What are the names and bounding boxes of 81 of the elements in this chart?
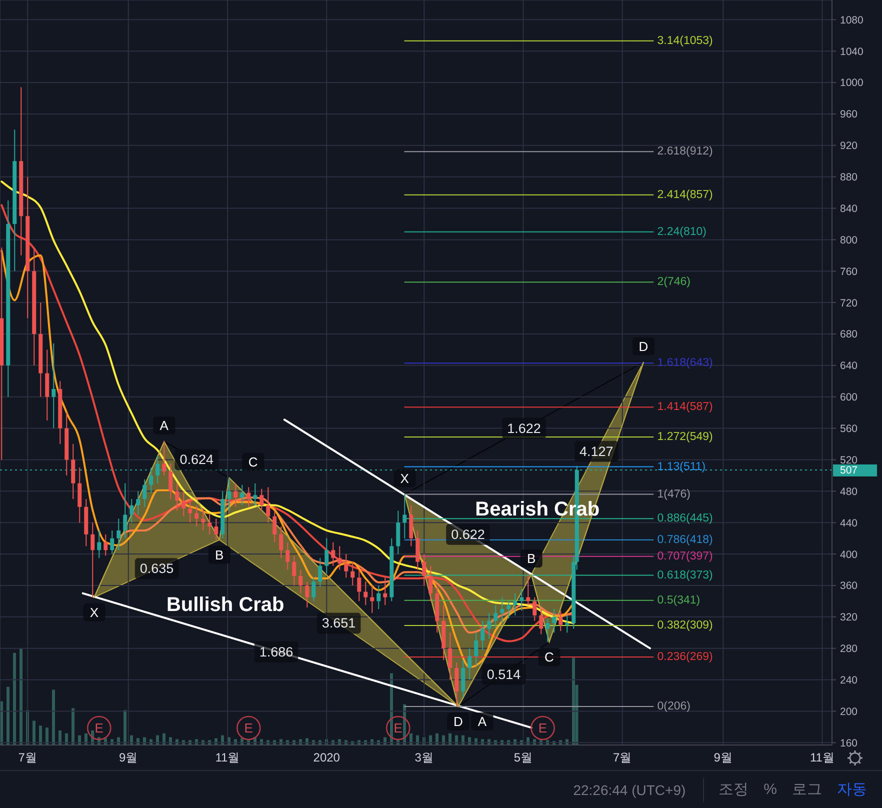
series-label: 3.14(1053) xyxy=(657,34,714,47)
annotation: 0.514 xyxy=(486,666,522,682)
data-label: D xyxy=(454,714,463,729)
y-tick-label: 920 xyxy=(840,140,858,152)
y-tick-label: 600 xyxy=(840,392,858,404)
series-label: 1.618(643) xyxy=(657,357,714,370)
data-label: X xyxy=(90,604,99,620)
data-label: B xyxy=(215,547,224,562)
x-tick-label: 7월 xyxy=(613,750,632,765)
series-label: 0.236(269) xyxy=(657,650,714,663)
data-label: C xyxy=(544,650,554,665)
series-label: 0.382(309) xyxy=(657,620,714,632)
annotation: 1.622 xyxy=(507,420,541,436)
x-tick-label: 11월 xyxy=(215,750,240,765)
series-label: 0.707(397) xyxy=(657,550,714,562)
series-label: 2.414(857) xyxy=(657,188,714,201)
x-tick-label: 9월 xyxy=(714,750,732,765)
x-tick-label: 3월 xyxy=(414,750,434,765)
series-label: 0.5(341) xyxy=(657,594,700,606)
y-tick-label: 1040 xyxy=(840,46,864,58)
y-tick-label: 1000 xyxy=(840,77,864,90)
series-label: 1.272(549) xyxy=(657,430,714,443)
series-label: 0.786(418) xyxy=(657,534,714,546)
series-label: 2.24(810) xyxy=(657,226,707,238)
annotation: E xyxy=(538,720,548,736)
x-tick-label: 11월 xyxy=(810,750,834,765)
annotation: E xyxy=(244,720,254,736)
annotation: 4.127 xyxy=(580,444,614,459)
y-tick-label: 280 xyxy=(840,643,858,656)
series-label: 0.886(445) xyxy=(657,512,714,525)
annotation: E xyxy=(94,720,104,736)
y-tick-label: 320 xyxy=(840,612,858,624)
text: Bullish Crab xyxy=(166,594,284,616)
series-label: 2.618(912) xyxy=(657,146,714,158)
y-tick-label: 800 xyxy=(840,234,858,246)
x-tick-label: 2020 xyxy=(313,750,340,765)
series-label: 0(206) xyxy=(657,700,691,712)
series-label: 1.414(587) xyxy=(657,401,714,414)
annotation: 0.635 xyxy=(140,561,174,576)
y-tick-label: 760 xyxy=(840,266,858,278)
annotation: 3.651 xyxy=(322,616,356,631)
data-label: C xyxy=(248,454,258,470)
y-tick-label: 360 xyxy=(840,580,858,592)
y-tick-label: 840 xyxy=(840,202,858,215)
text: 로그 xyxy=(792,780,822,799)
text: 자동 xyxy=(837,780,867,799)
annotation: 0.622 xyxy=(451,526,485,542)
ref-line-label: 507 xyxy=(840,464,858,476)
series-label: Bearish Crab xyxy=(475,498,600,520)
x-tick-label: 9월 xyxy=(119,750,138,765)
y-tick-label: 960 xyxy=(840,108,858,121)
y-tick-label: 680 xyxy=(840,328,858,341)
series-label: 1.13(511) xyxy=(657,460,706,473)
text: 조정 xyxy=(718,780,749,799)
y-tick-label: 1080 xyxy=(840,14,864,26)
text: % xyxy=(764,781,777,798)
y-tick-label: 440 xyxy=(840,517,858,530)
annotation: 0.624 xyxy=(180,452,214,468)
text: 22:26:44 (UTC+9) xyxy=(573,778,704,802)
data-label: A xyxy=(160,418,169,434)
annotation: E xyxy=(394,720,403,736)
y-tick-label: 880 xyxy=(840,172,858,184)
x-tick-label: 7월 xyxy=(18,750,37,765)
y-tick-label: 520 xyxy=(840,454,858,466)
data-label: A xyxy=(478,714,487,729)
data-label: D xyxy=(638,338,648,354)
y-tick-label: 480 xyxy=(840,486,858,498)
annotation: 1.686 xyxy=(259,644,294,660)
series-label: 2(746) xyxy=(657,276,691,288)
y-tick-label: 200 xyxy=(840,706,858,718)
y-tick-label: 400 xyxy=(840,548,858,561)
data-label: X xyxy=(400,470,410,486)
x-tick-label: 5월 xyxy=(514,750,533,765)
data-label: B xyxy=(527,550,536,566)
series-label: 1(476) xyxy=(657,488,691,500)
y-tick-label: 240 xyxy=(840,674,858,686)
y-tick-label: 160 xyxy=(840,737,858,750)
series-label: 0.618(373) xyxy=(657,569,714,582)
y-tick-label: 720 xyxy=(840,297,858,310)
y-tick-label: 560 xyxy=(840,423,858,436)
y-tick-label: 640 xyxy=(840,360,858,372)
